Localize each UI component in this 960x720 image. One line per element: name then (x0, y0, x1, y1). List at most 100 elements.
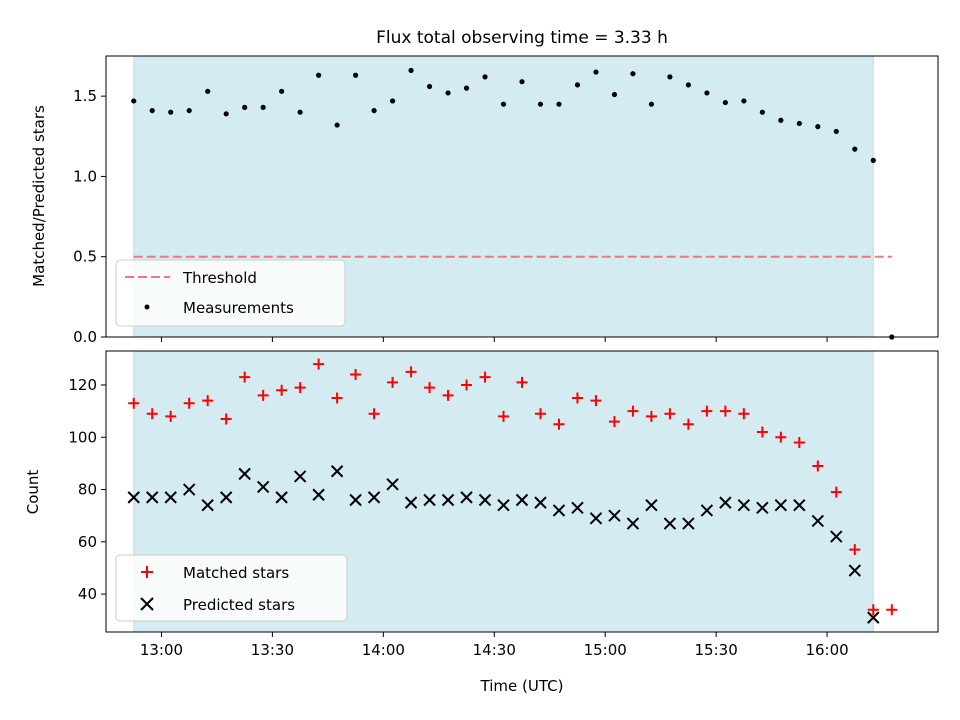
matched-star-point (165, 410, 177, 422)
matched-star-point (331, 392, 343, 404)
matched-star-point (424, 382, 436, 394)
x-tick-label: 16:00 (805, 641, 848, 659)
predicted-star-point (367, 491, 381, 504)
matched-star-point (498, 410, 510, 422)
measurement-point (131, 98, 137, 104)
measurement-point (223, 111, 229, 117)
measurement-point (389, 98, 396, 104)
matched-star-point (387, 376, 399, 388)
y-tick-label: 0.0 (73, 328, 97, 346)
measurement-point (463, 85, 470, 91)
predicted-star-point (404, 496, 418, 509)
measurement-point (371, 107, 377, 114)
y-tick-label: 80 (78, 481, 97, 499)
y-tick-label: 120 (68, 376, 97, 394)
y-tick-label: 1.0 (73, 167, 97, 185)
predicted-star-point (219, 491, 233, 504)
y-tick-label: 100 (68, 428, 97, 446)
matched-star-point (590, 395, 602, 407)
measurement-point (186, 107, 192, 114)
predicted-star-point (830, 530, 843, 543)
x-tick-label: 15:00 (584, 641, 627, 659)
predicted-star-point (663, 517, 677, 530)
top-legend: Threshold Measurements (115, 259, 346, 327)
predicted-star-point (645, 499, 658, 512)
matched-star-point (405, 366, 417, 378)
predicted-star-point (626, 517, 640, 530)
matched-star-point (664, 408, 676, 420)
predicted-star-point (534, 496, 547, 509)
measurement-points (131, 67, 895, 340)
ratio-panel: Flux total observing time = 3.33 h 0.00.… (30, 28, 939, 346)
bottom-axes-frame (105, 350, 939, 633)
matched-star-point (442, 389, 454, 401)
predicted-star-point (719, 496, 732, 509)
matched-star-point (682, 418, 694, 430)
y-tick-label: 0.5 (73, 248, 97, 266)
measurement-point (778, 117, 784, 123)
matched-star-point (479, 371, 491, 383)
predicted-star-point (293, 470, 307, 483)
matched-star-point (239, 371, 251, 383)
matched-star-point (830, 486, 842, 498)
measurement-point (667, 74, 673, 80)
predicted-star-point (867, 611, 880, 624)
bottom-y-axis-label: Count (24, 470, 42, 515)
matched-star-point (793, 436, 805, 448)
matched-star-point (886, 604, 898, 616)
predicted-star-point (201, 499, 214, 512)
predicted-star-point (589, 512, 603, 525)
matched-star-point (128, 397, 140, 409)
matched-star-point (738, 408, 750, 420)
matched-star-point (313, 358, 325, 370)
matched-star-point (571, 392, 583, 404)
measurement-point (815, 124, 821, 130)
legend-measurements-swatch (144, 304, 150, 310)
y-tick-label: 1.5 (73, 87, 97, 105)
bottom-x-ticks: 13:00 13:30 14:00 14:30 15:00 15:30 16:00 (140, 632, 849, 659)
predicted-star-point (423, 493, 436, 507)
measurement-point (445, 90, 451, 96)
predicted-star-point (349, 493, 362, 507)
measurement-point (408, 67, 414, 74)
matched-star-point (368, 408, 380, 420)
predicted-star-point (756, 501, 769, 515)
measurement-point (242, 104, 248, 110)
measurement-point (630, 71, 636, 77)
bottom-y-ticks: 40 60 80 100 120 (68, 376, 106, 603)
matched-star-point (534, 408, 546, 420)
legend-matched-swatch (141, 566, 153, 578)
measurement-point (353, 72, 359, 78)
predicted-star-point (460, 491, 473, 504)
measurement-point (297, 109, 303, 115)
matched-star-point (461, 379, 473, 391)
x-tick-label: 13:30 (251, 641, 294, 659)
measurement-point (334, 122, 340, 128)
measurement-point (205, 88, 211, 94)
predicted-star-point (552, 504, 566, 517)
measurement-point (833, 128, 839, 135)
top-axes-frame (105, 55, 939, 338)
measurement-point (316, 72, 322, 78)
measurement-point (426, 83, 433, 90)
measurement-point (482, 74, 488, 80)
legend-threshold-label: Threshold (182, 269, 257, 287)
matched-star-point (867, 604, 879, 616)
matched-star-point (701, 405, 713, 417)
predicted-star-point (571, 501, 584, 515)
predicted-star-point (811, 514, 825, 528)
predicted-star-point (386, 478, 399, 491)
measurement-point (722, 99, 728, 106)
legend-measurements-label: Measurements (183, 299, 294, 317)
predicted-star-point (238, 467, 251, 481)
bottom-legend: Matched stars Predicted stars (115, 554, 348, 622)
count-panel: 40 60 80 100 120 13:00 13:30 14:00 14:30 15:00 15… (24, 350, 939, 695)
matched-stars-points (128, 358, 898, 616)
predicted-star-point (146, 491, 159, 504)
predicted-star-point (700, 504, 714, 517)
matched-star-point (756, 426, 768, 438)
measurement-point (149, 107, 155, 114)
measurement-point (519, 79, 525, 85)
matched-star-point (220, 413, 232, 425)
